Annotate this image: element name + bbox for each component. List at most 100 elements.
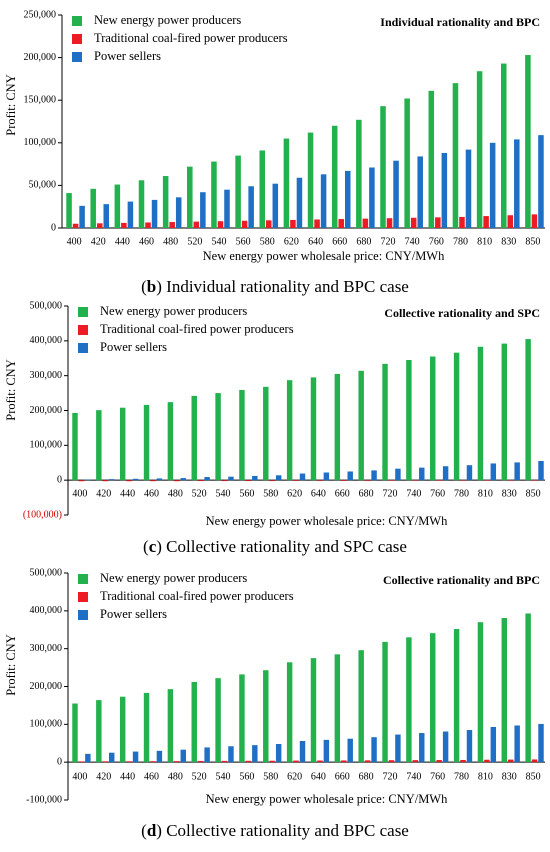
x-tick-label: 660 xyxy=(335,771,350,782)
bar xyxy=(525,55,531,228)
bar xyxy=(452,83,459,228)
x-tick-label: 810 xyxy=(477,236,492,247)
bar xyxy=(364,760,371,763)
x-tick-label: 540 xyxy=(216,488,231,499)
bar xyxy=(126,761,132,763)
x-tick-label: 400 xyxy=(72,771,87,782)
bar xyxy=(310,658,317,763)
bar xyxy=(200,192,206,228)
y-tick-label: 0 xyxy=(57,474,62,485)
y-tick-label: 200,000 xyxy=(24,52,57,63)
bar xyxy=(191,395,197,481)
bar xyxy=(235,155,241,228)
x-tick-label: 640 xyxy=(311,771,326,782)
x-tick-label: 580 xyxy=(263,488,278,499)
bar xyxy=(85,753,91,763)
x-tick-label: 460 xyxy=(139,236,154,247)
bar xyxy=(428,90,435,228)
bar xyxy=(248,186,254,228)
bar xyxy=(119,696,126,763)
bar xyxy=(477,622,484,763)
bar xyxy=(317,760,323,763)
bar xyxy=(145,222,151,228)
legend-label: New energy power producers xyxy=(100,304,247,318)
x-tick-label: 560 xyxy=(236,236,251,247)
bar xyxy=(275,744,282,763)
x-tick-label: 640 xyxy=(308,236,323,247)
bar xyxy=(331,125,338,228)
bar xyxy=(459,216,465,228)
legend-swatch xyxy=(72,52,82,62)
x-tick-label: 520 xyxy=(192,488,207,499)
bar xyxy=(252,745,258,763)
bar xyxy=(286,380,293,481)
bar xyxy=(514,725,520,763)
x-tick-label: 830 xyxy=(501,236,516,247)
bar xyxy=(299,473,306,481)
chart-title: Individual rationality and BPC xyxy=(380,15,540,29)
caption-part: c xyxy=(149,537,157,556)
x-tick-label: 560 xyxy=(239,771,254,782)
bar xyxy=(531,214,538,228)
bar xyxy=(72,412,78,481)
x-tick-label: 420 xyxy=(96,771,111,782)
bar xyxy=(500,63,507,229)
x-tick-label: 400 xyxy=(67,236,82,247)
bar xyxy=(358,370,364,481)
legend-swatch xyxy=(78,343,88,353)
bar xyxy=(460,759,466,763)
bar xyxy=(508,480,514,481)
bar xyxy=(132,478,139,481)
y-tick-label: 150,000 xyxy=(24,94,57,105)
bar xyxy=(217,221,224,228)
bar xyxy=(269,480,275,482)
caption-part: ( xyxy=(143,537,149,556)
bar xyxy=(167,689,174,763)
caption-part: ) Collective rationality and SPC case xyxy=(156,537,407,556)
x-tick-label: 420 xyxy=(96,488,111,499)
y-axis-title: Profit: CNY xyxy=(4,359,18,420)
bar xyxy=(174,761,180,763)
x-tick-label: 720 xyxy=(382,488,397,499)
legend-swatch xyxy=(72,16,82,26)
bar xyxy=(197,760,204,763)
y-tick-label: 50,000 xyxy=(29,180,57,191)
bar xyxy=(382,363,388,481)
bar xyxy=(442,731,449,763)
bar xyxy=(293,480,299,481)
bar xyxy=(72,223,79,228)
bar xyxy=(531,480,538,481)
x-tick-label: 440 xyxy=(120,771,135,782)
x-tick-label: 460 xyxy=(144,771,159,782)
bar xyxy=(175,197,182,228)
bar xyxy=(215,393,221,481)
bar xyxy=(358,650,364,763)
y-tick-label: 200,000 xyxy=(30,681,63,692)
y-tick-label: 250,000 xyxy=(24,9,57,20)
bar xyxy=(266,220,272,228)
bar xyxy=(169,222,175,228)
bar xyxy=(275,475,282,481)
bar xyxy=(489,142,496,228)
chart-title: Collective rationality and BPC xyxy=(383,573,540,587)
bar xyxy=(364,480,371,481)
bar xyxy=(263,386,269,481)
bar xyxy=(224,189,230,228)
x-tick-label: 850 xyxy=(526,488,541,499)
bar xyxy=(466,465,473,481)
bar xyxy=(430,356,436,481)
y-tick-label: (100,000) xyxy=(23,509,62,520)
x-axis-title: New energy power wholesale price: CNY/MW… xyxy=(206,514,448,528)
x-tick-label: 660 xyxy=(335,488,350,499)
legend-label: Power sellers xyxy=(100,607,167,621)
x-tick-label: 760 xyxy=(430,488,445,499)
bar xyxy=(72,703,78,763)
x-tick-label: 830 xyxy=(502,488,517,499)
legend-label: Power sellers xyxy=(100,340,167,354)
x-tick-label: 760 xyxy=(429,236,444,247)
bar xyxy=(191,681,197,763)
bar xyxy=(78,761,85,763)
x-axis-title: New energy power wholesale price: CNY/MW… xyxy=(206,792,448,806)
bar xyxy=(259,150,266,228)
bar xyxy=(114,184,121,228)
